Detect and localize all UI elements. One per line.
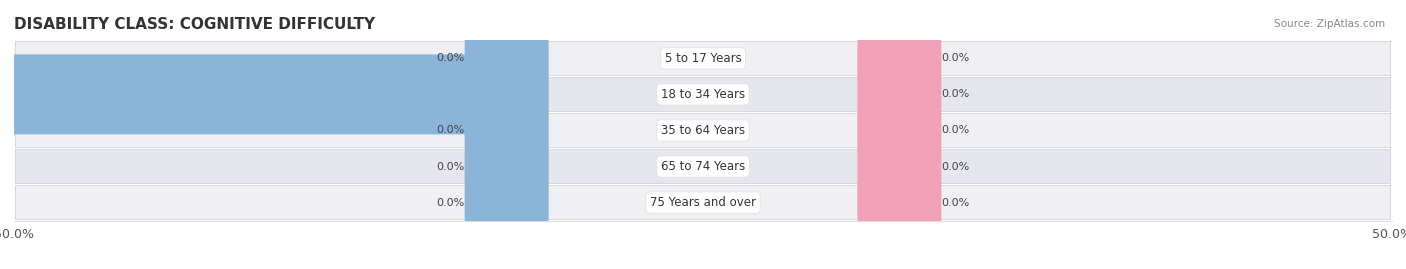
- Text: 18 to 34 Years: 18 to 34 Years: [661, 88, 745, 101]
- FancyBboxPatch shape: [858, 90, 942, 171]
- Text: DISABILITY CLASS: COGNITIVE DIFFICULTY: DISABILITY CLASS: COGNITIVE DIFFICULTY: [14, 17, 375, 32]
- FancyBboxPatch shape: [15, 77, 1391, 111]
- FancyBboxPatch shape: [464, 90, 548, 171]
- Text: Source: ZipAtlas.com: Source: ZipAtlas.com: [1274, 19, 1385, 29]
- FancyBboxPatch shape: [15, 114, 1391, 147]
- Text: 0.0%: 0.0%: [436, 125, 464, 136]
- FancyBboxPatch shape: [15, 150, 1391, 183]
- Text: 75 Years and over: 75 Years and over: [650, 196, 756, 209]
- Text: 0.0%: 0.0%: [942, 125, 970, 136]
- FancyBboxPatch shape: [464, 18, 548, 98]
- FancyBboxPatch shape: [464, 162, 548, 243]
- FancyBboxPatch shape: [15, 186, 1391, 220]
- Text: 65 to 74 Years: 65 to 74 Years: [661, 160, 745, 173]
- Text: 0.0%: 0.0%: [942, 197, 970, 208]
- Text: 0.0%: 0.0%: [942, 161, 970, 172]
- Text: 0.0%: 0.0%: [942, 89, 970, 100]
- Text: 0.0%: 0.0%: [436, 197, 464, 208]
- Text: 5 to 17 Years: 5 to 17 Years: [665, 52, 741, 65]
- Text: 0.0%: 0.0%: [436, 53, 464, 63]
- Text: 35 to 64 Years: 35 to 64 Years: [661, 124, 745, 137]
- FancyBboxPatch shape: [0, 54, 548, 134]
- FancyBboxPatch shape: [464, 126, 548, 207]
- Text: 0.0%: 0.0%: [436, 161, 464, 172]
- FancyBboxPatch shape: [858, 18, 942, 98]
- FancyBboxPatch shape: [858, 54, 942, 134]
- FancyBboxPatch shape: [858, 126, 942, 207]
- Text: 0.0%: 0.0%: [942, 53, 970, 63]
- FancyBboxPatch shape: [15, 41, 1391, 75]
- FancyBboxPatch shape: [858, 162, 942, 243]
